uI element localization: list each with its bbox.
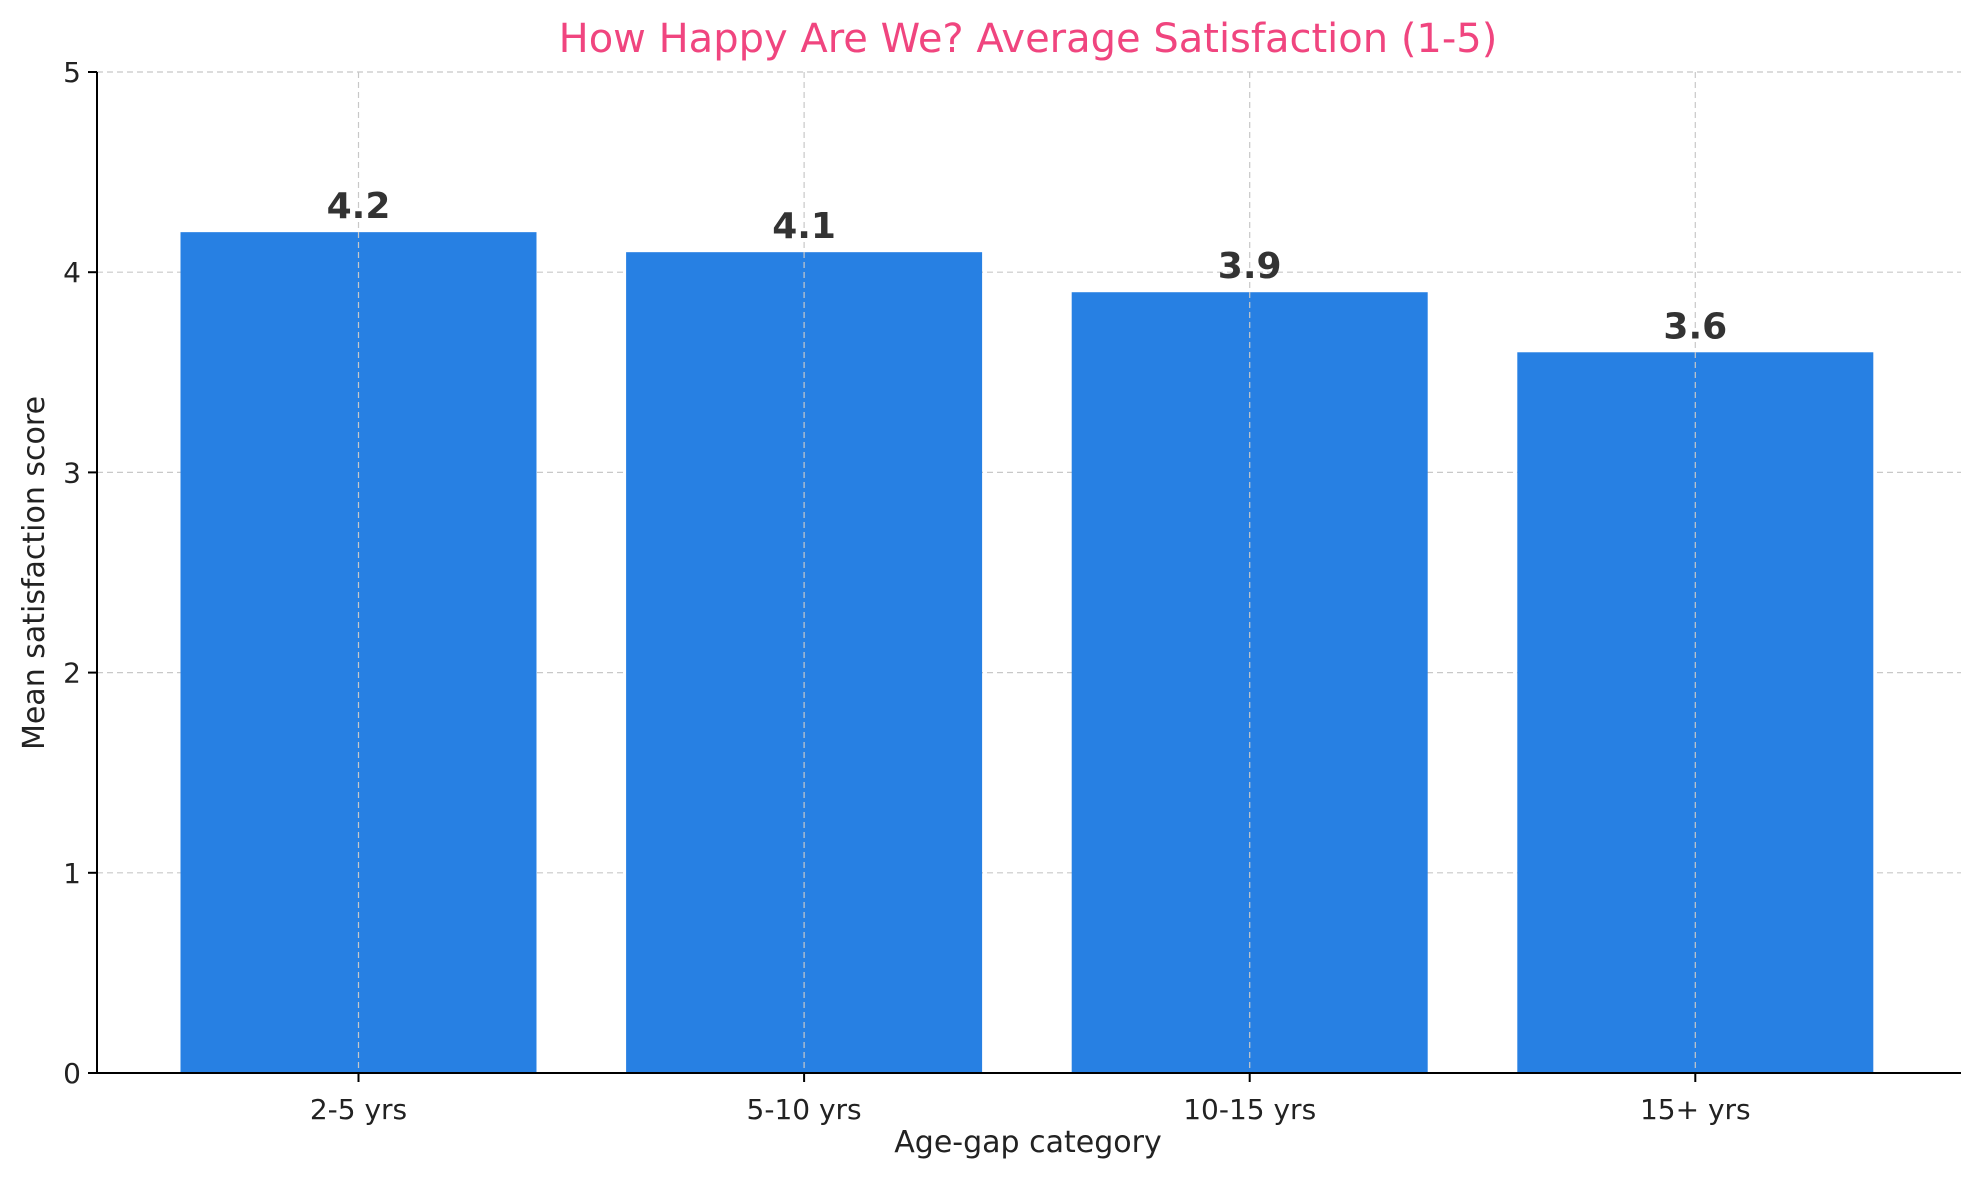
y-tick-label: 1 (63, 857, 81, 890)
y-tick-label: 5 (63, 56, 81, 89)
x-tick-label: 2-5 yrs (310, 1093, 407, 1126)
bar-value-label: 4.2 (327, 186, 391, 227)
y-tick-label: 2 (63, 657, 81, 690)
bar-layer (180, 72, 1874, 1074)
x-axis-title: Age-gap category (894, 1125, 1161, 1160)
x-tick-label: 15+ yrs (1640, 1093, 1751, 1126)
axis-layer (88, 71, 1961, 1082)
x-tick-label: 5-10 yrs (747, 1093, 862, 1126)
y-tick-label: 0 (63, 1057, 81, 1090)
y-tick-label: 3 (63, 456, 81, 489)
label-layer: 0 1 2 3 4 5 2-5 yrs 4.2 5-10 yrs 4.1 10-15 yrs 3.9 1… (63, 56, 1750, 1126)
y-axis-title: Mean satisfaction score (17, 396, 52, 750)
bar-value-label: 4.1 (772, 206, 836, 247)
bar-value-label: 3.9 (1218, 246, 1282, 287)
x-tick-label: 10-15 yrs (1183, 1093, 1316, 1126)
chart-title: How Happy Are We? Average Satisfaction (… (559, 16, 1498, 62)
y-tick-label: 4 (63, 256, 81, 289)
bar-value-label: 3.6 (1663, 306, 1727, 347)
